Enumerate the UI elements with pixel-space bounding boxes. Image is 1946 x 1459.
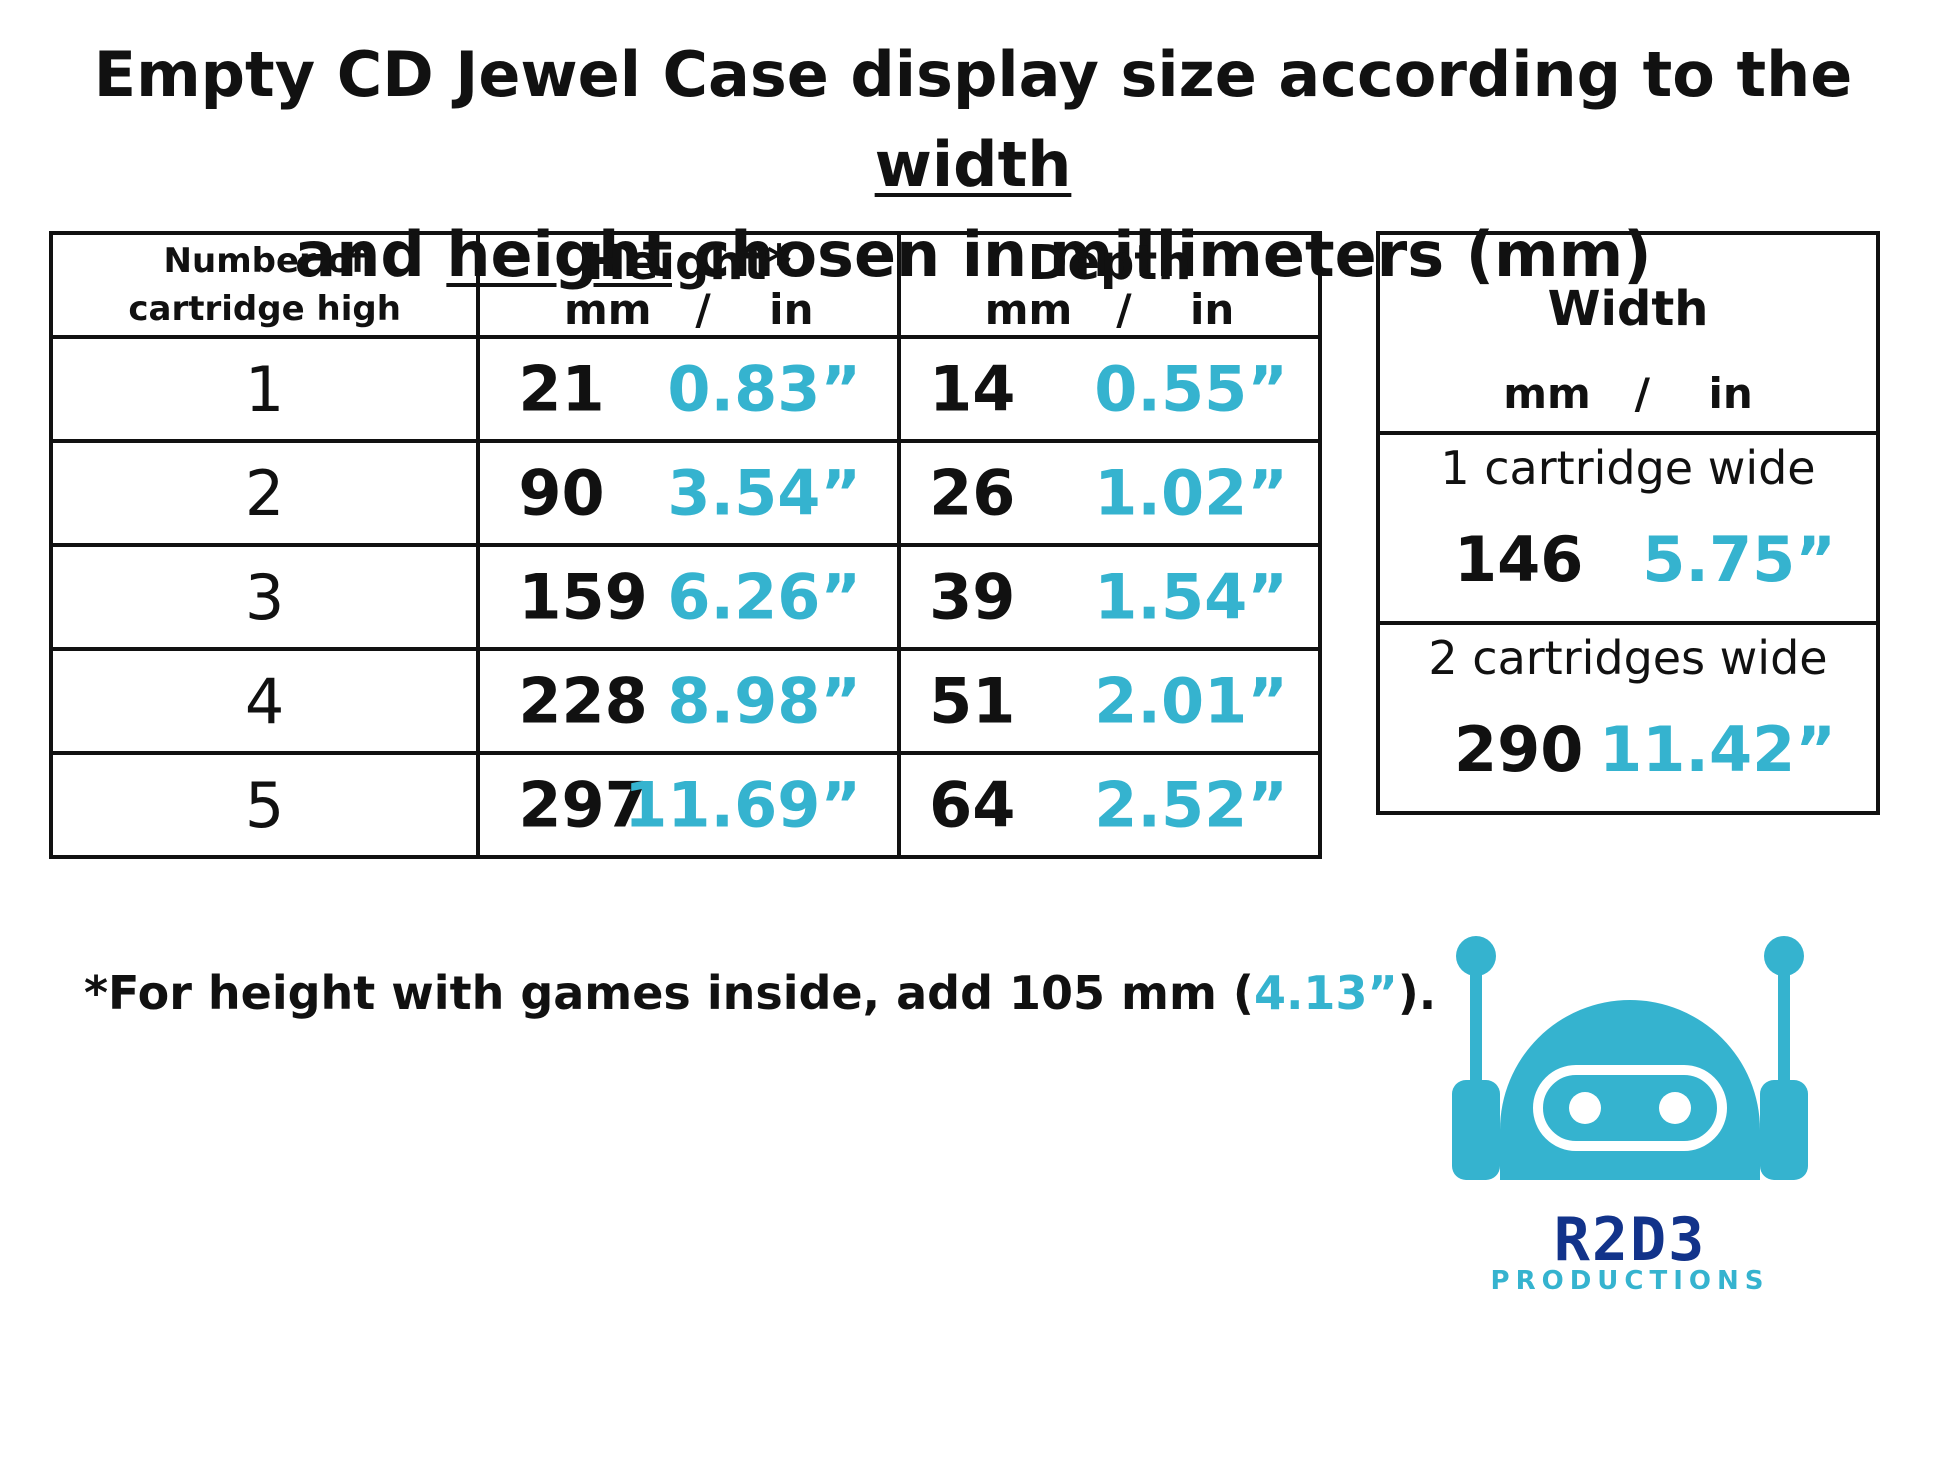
depth-in: 2.52” — [1094, 768, 1288, 842]
header-depth: Depth mm / in — [897, 231, 1322, 339]
height-cell: 297 11.69” — [476, 751, 902, 859]
height-mm: 90 — [518, 456, 605, 530]
depth-cell: 26 1.02” — [897, 439, 1322, 547]
table-row: 2 90 3.54” 26 1.02” — [48, 439, 1322, 547]
depth-mm: 26 — [929, 456, 1016, 530]
depth-cell: 14 0.55” — [897, 335, 1322, 443]
cartridge-count: 4 — [48, 647, 481, 755]
title-text-1: Empty CD Jewel Case display size accordi… — [93, 38, 1853, 111]
height-cell: 228 8.98” — [476, 647, 902, 755]
depth-cell: 64 2.52” — [897, 751, 1322, 859]
depth-in: 0.55” — [1094, 352, 1288, 426]
height-in: 11.69” — [624, 768, 862, 842]
header-height: Height* mm / in — [476, 231, 902, 339]
header-cartridge-line1: Number of — [163, 241, 366, 281]
cartridge-count: 2 — [48, 439, 481, 547]
width-title: Width — [1547, 281, 1709, 337]
height-cell: 21 0.83” — [476, 335, 902, 443]
header-height-units: mm / in — [563, 285, 814, 334]
height-in: 8.98” — [667, 664, 862, 738]
depth-mm: 51 — [929, 664, 1016, 738]
depth-in: 1.54” — [1094, 560, 1288, 634]
width-row: 2 cartridges wide 290 11.42” — [1376, 621, 1880, 815]
header-height-title: Height* — [585, 235, 792, 291]
depth-mm: 14 — [929, 352, 1016, 426]
cartridge-count: 1 — [48, 335, 481, 443]
title-word-width: width — [874, 128, 1072, 201]
brand-subtitle: PRODUCTIONS — [1490, 1266, 1770, 1296]
height-mm: 159 — [518, 560, 648, 634]
depth-mm: 39 — [929, 560, 1016, 634]
footnote-highlight: 4.13” — [1253, 966, 1398, 1020]
width-mm: 290 — [1454, 713, 1584, 786]
cartridge-count: 3 — [48, 543, 481, 651]
width-label: 2 cartridges wide — [1428, 631, 1828, 685]
width-in: 5.75” — [1642, 523, 1836, 596]
table-row: 3 159 6.26” 39 1.54” — [48, 543, 1322, 651]
brand-name: R2D3 — [1553, 1205, 1707, 1275]
height-mm: 297 — [518, 768, 648, 842]
header-depth-title: Depth — [1027, 235, 1192, 291]
depth-in: 1.02” — [1094, 456, 1288, 530]
width-units: mm / in — [1503, 369, 1753, 418]
header-depth-units: mm / in — [984, 285, 1235, 334]
height-cell: 90 3.54” — [476, 439, 902, 547]
table-header-row: Number of cartridge high Height* mm / in… — [48, 231, 1322, 339]
height-in: 6.26” — [667, 560, 862, 634]
width-row: 1 cartridge wide 146 5.75” — [1376, 431, 1880, 625]
table-row: 1 21 0.83” 14 0.55” — [48, 335, 1322, 443]
height-in: 3.54” — [667, 456, 862, 530]
height-in: 0.83” — [667, 352, 862, 426]
cartridge-count: 5 — [48, 751, 481, 859]
footnote-end: ). — [1397, 966, 1437, 1020]
table-row: 5 297 11.69” 64 2.52” — [48, 751, 1322, 859]
width-in: 11.42” — [1599, 713, 1836, 786]
height-mm: 21 — [518, 352, 605, 426]
width-label: 1 cartridge wide — [1440, 441, 1816, 495]
footnote-text: *For height with games inside, add 105 m… — [84, 966, 1254, 1020]
height-mm: 228 — [518, 664, 648, 738]
table-row: 4 228 8.98” 51 2.01” — [48, 647, 1322, 755]
depth-in: 2.01” — [1094, 664, 1288, 738]
footnote: *For height with games inside, add 105 m… — [84, 966, 1436, 1020]
robot-head-icon — [1452, 936, 1808, 1180]
depth-cell: 51 2.01” — [897, 647, 1322, 755]
header-cartridge-line2: cartridge high — [128, 289, 401, 329]
depth-cell: 39 1.54” — [897, 543, 1322, 651]
width-header: Width mm / in — [1376, 231, 1880, 435]
width-table: Width mm / in 1 cartridge wide 146 5.75”… — [1376, 231, 1880, 815]
width-mm: 146 — [1454, 523, 1584, 596]
dimensions-table: Number of cartridge high Height* mm / in… — [48, 231, 1322, 859]
depth-mm: 64 — [929, 768, 1016, 842]
header-cartridge-high: Number of cartridge high — [48, 231, 481, 339]
height-cell: 159 6.26” — [476, 543, 902, 651]
